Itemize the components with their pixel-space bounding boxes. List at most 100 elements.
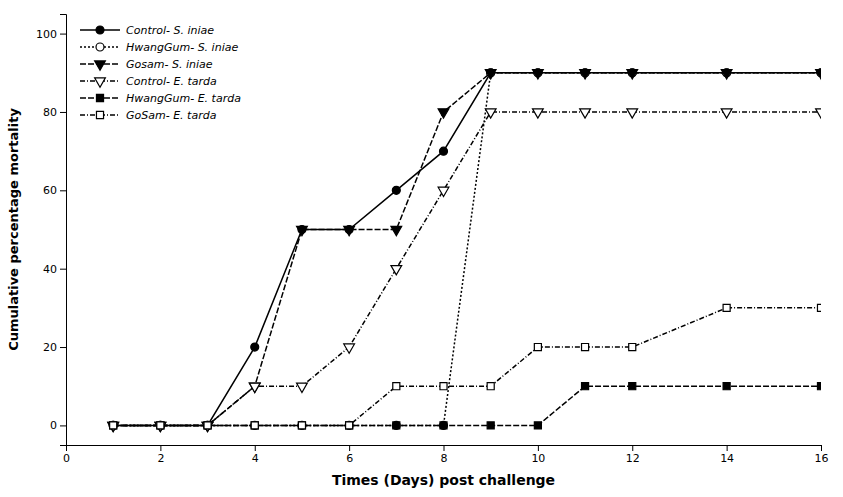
data-point — [438, 187, 449, 196]
tick: 12 — [626, 445, 640, 465]
tick: 10 — [531, 445, 545, 465]
data-point — [251, 422, 258, 429]
tick-mark — [632, 445, 633, 451]
tick: 80 — [43, 106, 66, 119]
data-point — [721, 70, 732, 79]
tick: 14 — [720, 445, 734, 465]
data-point — [580, 70, 591, 79]
chart: 0246810121416020406080100Control- S. ini… — [0, 0, 843, 497]
data-point — [346, 422, 353, 429]
legend-item: HwangGum- E. tarda — [80, 92, 241, 105]
tick: 20 — [43, 341, 66, 354]
legend-label: Control- E. tarda — [126, 75, 217, 88]
series-line — [113, 73, 821, 426]
data-point — [391, 226, 402, 235]
legend-label: HwangGum- E. tarda — [126, 92, 241, 105]
data-point — [440, 147, 448, 155]
data-point — [629, 383, 636, 390]
data-point — [157, 422, 164, 429]
data-point — [249, 383, 260, 392]
data-point — [204, 421, 212, 429]
data-point — [533, 109, 544, 118]
tick-label: 0 — [63, 452, 70, 465]
data-point — [108, 422, 119, 431]
data-point — [816, 70, 821, 79]
tick-mark — [444, 445, 445, 451]
data-point — [298, 421, 306, 429]
data-point — [156, 421, 164, 429]
legend-item: GoSam- E. tarda — [80, 109, 217, 122]
tick-label: 14 — [720, 452, 734, 465]
data-point — [157, 422, 164, 429]
series-line — [113, 112, 821, 425]
tick-mark — [538, 445, 539, 451]
data-point — [393, 383, 400, 390]
data-point — [721, 109, 732, 118]
series-line — [113, 386, 821, 425]
tick: 60 — [43, 184, 66, 197]
legend-item: Gosam- S. iniae — [80, 58, 213, 71]
tick-mark — [60, 425, 66, 426]
data-point — [297, 383, 308, 392]
data-point — [391, 266, 402, 275]
plot: 0246810121416020406080100Control- S. ini… — [36, 15, 829, 465]
tick: 40 — [43, 263, 66, 276]
data-point — [817, 304, 821, 311]
data-point — [202, 422, 213, 431]
tick-label: 10 — [531, 452, 545, 465]
data-point — [109, 421, 117, 429]
data-point — [298, 422, 305, 429]
tick: 0 — [50, 419, 66, 432]
tick-label: 12 — [626, 452, 640, 465]
data-point — [202, 422, 213, 431]
data-point — [251, 421, 259, 429]
data-point — [110, 422, 117, 429]
data-point — [487, 383, 494, 390]
data-point — [393, 422, 400, 429]
tick-label: 100 — [36, 28, 57, 41]
tick-label: 2 — [157, 452, 164, 465]
series-line — [113, 73, 821, 426]
tick-label: 40 — [43, 263, 57, 276]
tick: 2 — [157, 445, 164, 465]
data-point — [723, 383, 730, 390]
legend-marker — [95, 61, 106, 70]
data-point — [438, 109, 449, 118]
data-point — [155, 422, 166, 431]
tick-mark — [160, 445, 161, 451]
tick-label: 16 — [815, 452, 829, 465]
data-point — [344, 226, 355, 235]
data-point — [392, 186, 400, 194]
data-point — [346, 422, 353, 429]
data-point — [249, 383, 260, 392]
legend-marker — [96, 111, 103, 118]
tick-label: 6 — [346, 452, 353, 465]
legend-marker — [96, 94, 103, 101]
tick-label: 4 — [252, 452, 259, 465]
legend: Control- S. iniaeHwangGum- S. iniaeGosam… — [80, 24, 241, 122]
axis-line — [67, 446, 822, 452]
data-point — [297, 226, 308, 235]
data-point — [534, 422, 541, 429]
tick-label: 80 — [43, 106, 57, 119]
data-point — [156, 421, 164, 429]
data-point — [582, 383, 589, 390]
tick: 4 — [252, 445, 259, 465]
data-point — [627, 109, 638, 118]
data-point — [533, 70, 544, 79]
data-point — [251, 343, 259, 351]
data-point — [345, 421, 353, 429]
data-point — [580, 109, 591, 118]
legend-marker — [96, 43, 104, 51]
data-point — [485, 109, 496, 118]
x-axis-title: Times (Days) post challenge — [332, 472, 555, 488]
series-line — [113, 73, 821, 426]
data-point — [110, 422, 117, 429]
tick-mark — [60, 190, 66, 191]
data-point — [485, 70, 496, 79]
data-point — [816, 109, 821, 118]
tick: 6 — [346, 445, 353, 465]
tick-mark — [60, 347, 66, 348]
legend-item: Control- S. iniae — [80, 24, 214, 37]
data-point — [582, 344, 589, 351]
